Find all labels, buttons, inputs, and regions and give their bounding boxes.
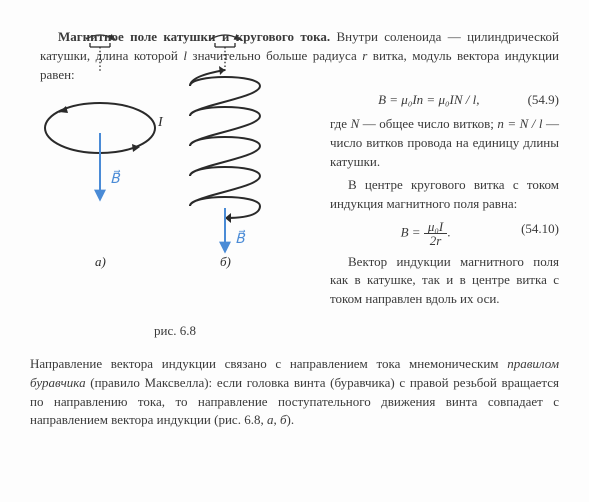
intro-paragraph: Магнитное поле катушки и кругового тока.… [40, 28, 559, 85]
bottom-paragraph: Направление вектора индукции связано с н… [30, 355, 559, 430]
paragraph-3: В центре кругового витка с током индукци… [330, 176, 559, 214]
fig-label-a: а) [95, 254, 106, 269]
figure-caption: рис. 6.8 [30, 322, 320, 341]
label-B-b: B⃗ [235, 229, 246, 247]
paragraph-4: Вектор индукции магнитного поля как в ка… [330, 253, 559, 310]
formula-2-number: (54.10) [521, 220, 559, 239]
label-B-a: B⃗ [110, 169, 121, 187]
formula-2: B = μ₀I 2r . (54.10) [330, 220, 559, 247]
formula-1-number: (54.9) [528, 91, 559, 110]
label-I: I [157, 115, 164, 130]
section-title: Магнитное поле катушки и кругового тока. [58, 29, 330, 44]
formula-1: B = μ₀In = μ₀IN / l, (54.9) [330, 91, 559, 110]
paragraph-2: где N — общее число витков; n = N / l — … [330, 115, 559, 172]
fig-label-b: б) [220, 254, 231, 269]
text-column: Магнитное поле катушки и кругового тока.… [330, 28, 559, 309]
